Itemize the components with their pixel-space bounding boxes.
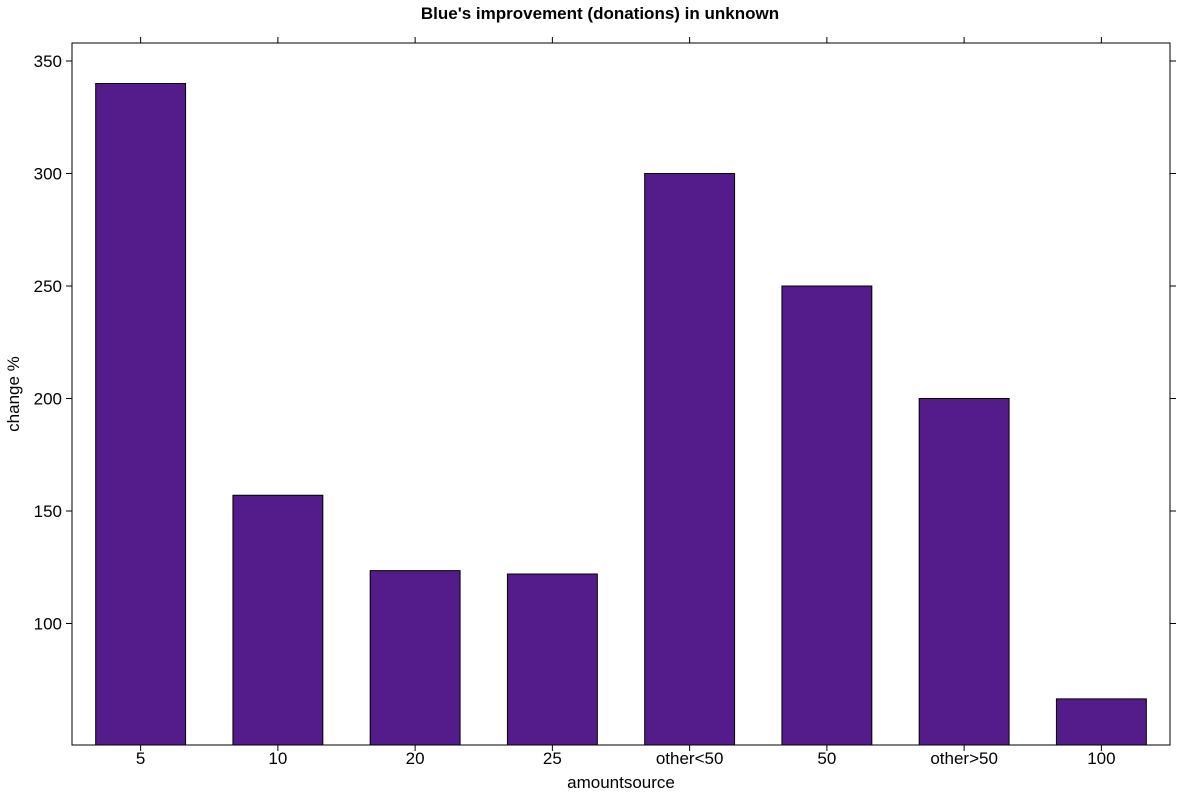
bar-2 (369, 570, 461, 746)
x-tick-label: 5 (136, 749, 145, 768)
y-tick-label: 150 (34, 502, 62, 521)
bar-3 (506, 573, 598, 746)
bars-group (95, 83, 1147, 746)
y-tick-label: 350 (34, 52, 62, 71)
y-tick-label: 300 (34, 165, 62, 184)
y-axis-label: change % (4, 356, 23, 432)
bar-5 (781, 285, 873, 746)
bar-1 (232, 494, 324, 746)
x-tick-label: other<50 (656, 749, 724, 768)
plot-frame (71, 42, 1171, 746)
x-tick-label: 100 (1087, 749, 1115, 768)
chart-title: Blue's improvement (donations) in unknow… (421, 4, 779, 23)
y-tick-label: 200 (34, 390, 62, 409)
bar-6 (918, 398, 1010, 746)
x-tick-label: 20 (406, 749, 425, 768)
x-tick-label: 25 (543, 749, 562, 768)
x-axis: 5 10 20 25 other<50 50 other>50 100 (136, 37, 1116, 768)
y-axis: 100 150 200 250 300 350 (34, 52, 1176, 634)
bar-4 (644, 173, 736, 746)
x-tick-label: 50 (817, 749, 836, 768)
x-tick-label: other>50 (930, 749, 998, 768)
bar-7 (1055, 698, 1147, 746)
y-tick-label: 250 (34, 277, 62, 296)
x-tick-label: 10 (268, 749, 287, 768)
bar-0 (95, 83, 187, 746)
x-axis-label: amountsource (567, 773, 675, 792)
y-tick-label: 100 (34, 615, 62, 634)
